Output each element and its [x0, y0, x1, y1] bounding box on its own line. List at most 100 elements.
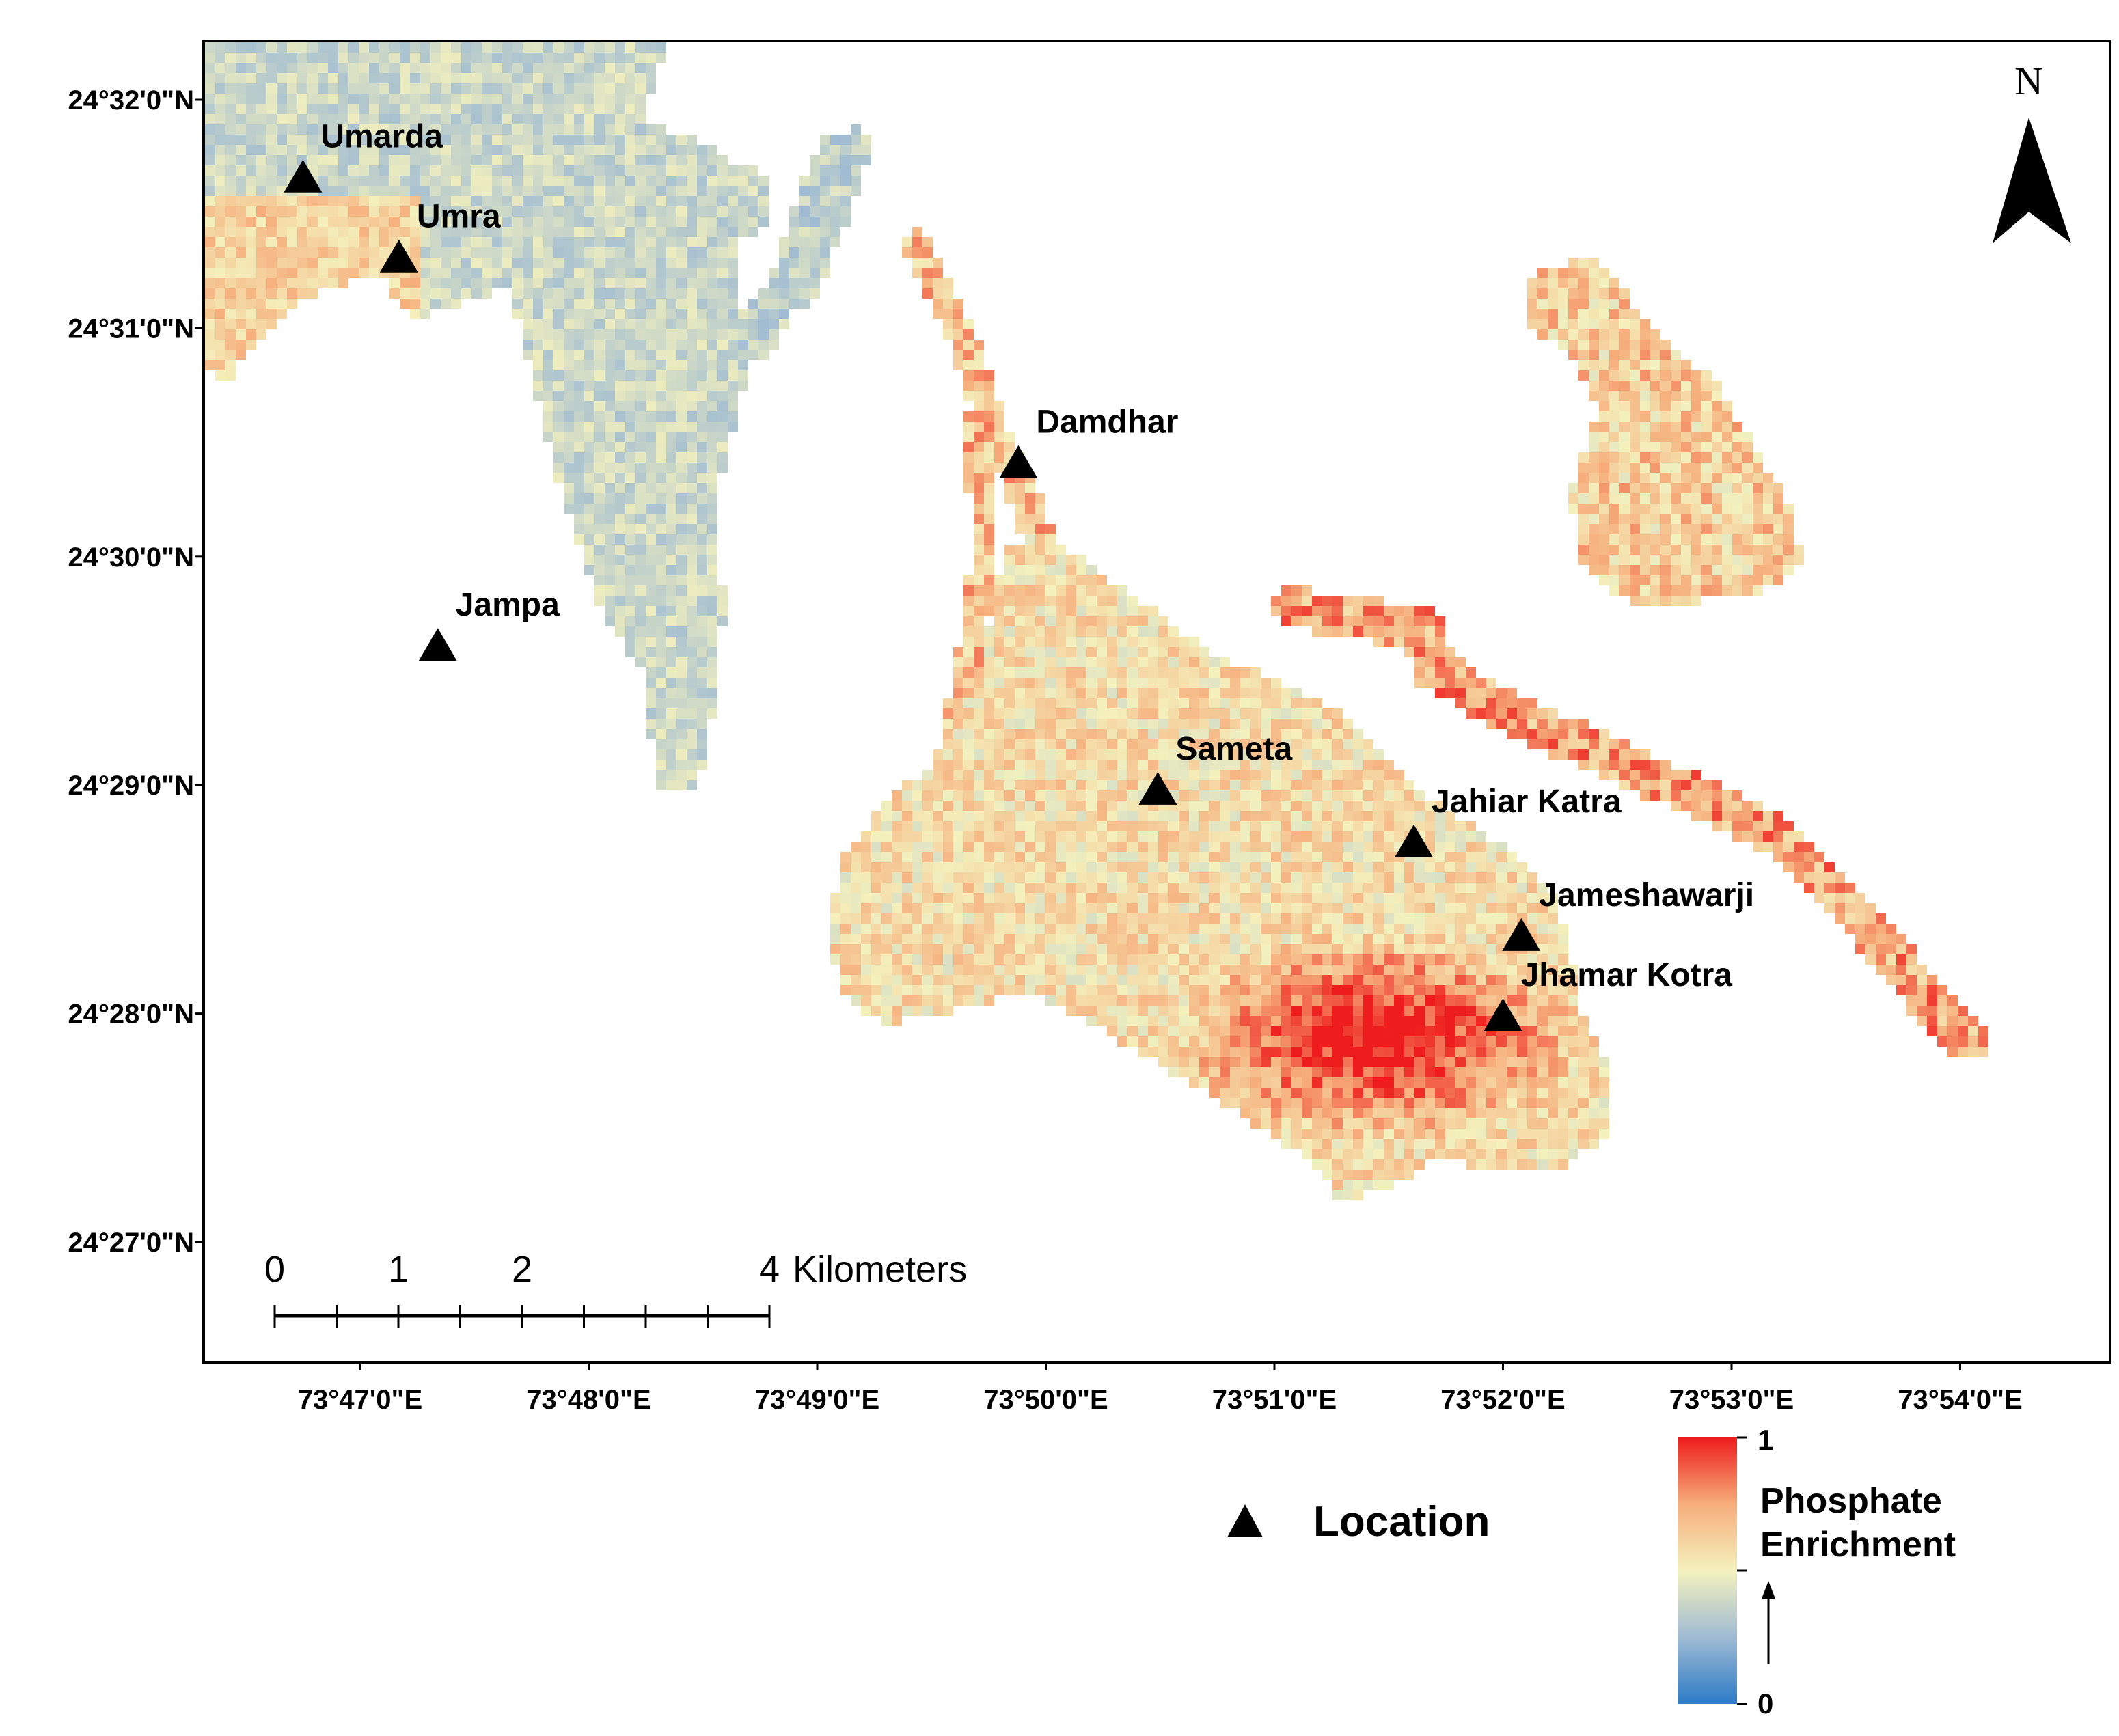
raster-cell	[533, 217, 543, 227]
raster-cell	[215, 124, 225, 135]
raster-cell	[1404, 606, 1414, 616]
raster-cell	[1640, 770, 1650, 780]
raster-cell	[461, 42, 471, 53]
raster-cell	[1045, 637, 1056, 647]
raster-cell	[1476, 944, 1486, 954]
raster-cell	[933, 258, 943, 268]
raster-cell	[676, 360, 687, 370]
raster-cell	[666, 350, 676, 360]
raster-cell	[1168, 893, 1179, 903]
raster-cell	[1712, 790, 1722, 801]
raster-cell	[441, 53, 451, 63]
raster-cell	[1056, 688, 1066, 698]
raster-cell	[512, 206, 523, 217]
raster-cell	[1004, 965, 1015, 975]
raster-cell	[1250, 975, 1261, 985]
raster-cell	[1589, 534, 1599, 545]
raster-cell	[1753, 831, 1763, 842]
raster-cell	[574, 422, 584, 432]
raster-cell	[1179, 688, 1189, 698]
raster-cell	[676, 442, 687, 452]
raster-cell	[851, 883, 861, 893]
raster-cell	[625, 237, 635, 247]
raster-cell	[1220, 821, 1230, 831]
raster-cell	[881, 842, 892, 852]
raster-cell	[236, 196, 246, 206]
raster-cell	[646, 401, 656, 411]
raster-cell	[687, 206, 697, 217]
raster-cell	[1035, 678, 1045, 688]
raster-cell	[410, 42, 420, 53]
raster-cell	[994, 719, 1004, 729]
raster-cell	[1640, 319, 1650, 329]
raster-cell	[1168, 883, 1179, 893]
raster-cell	[902, 975, 912, 985]
raster-cell	[635, 206, 646, 217]
raster-cell	[523, 73, 533, 83]
raster-cell	[1609, 411, 1619, 422]
raster-cell	[266, 53, 277, 63]
raster-cell	[1589, 442, 1599, 452]
raster-cell	[1312, 821, 1322, 831]
raster-cell	[564, 104, 574, 114]
raster-cell	[1865, 944, 1876, 954]
raster-cell	[1056, 872, 1066, 883]
raster-cell	[676, 217, 687, 227]
raster-cell	[246, 165, 256, 176]
raster-cell	[943, 698, 953, 708]
raster-cell	[1732, 442, 1742, 452]
raster-cell	[1742, 565, 1753, 575]
raster-cell	[1425, 975, 1435, 985]
raster-cell	[1004, 770, 1015, 780]
raster-cell	[389, 145, 400, 155]
raster-cell	[1250, 934, 1261, 944]
raster-cell	[1107, 606, 1117, 616]
raster-cell	[892, 872, 902, 883]
raster-cell	[1322, 831, 1332, 842]
raster-cell	[963, 422, 974, 432]
raster-cell	[430, 155, 441, 165]
raster-cell	[615, 196, 625, 206]
raster-cell	[615, 155, 625, 165]
raster-cell	[492, 165, 502, 176]
raster-cell	[1045, 965, 1056, 975]
raster-cell	[1486, 872, 1496, 883]
raster-cell	[1322, 872, 1332, 883]
raster-cell	[984, 801, 994, 811]
raster-cell	[1056, 893, 1066, 903]
raster-cell	[1691, 432, 1701, 442]
raster-cell	[799, 227, 810, 237]
raster-cell	[1681, 493, 1691, 504]
raster-cell	[328, 124, 338, 135]
raster-cell	[1004, 688, 1015, 698]
raster-cell	[1435, 688, 1445, 698]
raster-cell	[984, 585, 994, 596]
raster-cell	[676, 145, 687, 155]
raster-cell	[1363, 954, 1373, 965]
raster-cell	[1148, 842, 1158, 852]
raster-cell	[1630, 514, 1640, 524]
raster-cell	[779, 319, 789, 329]
raster-cell	[881, 954, 892, 965]
raster-cell	[1599, 278, 1609, 288]
raster-cell	[1035, 545, 1045, 555]
raster-cell	[1312, 934, 1322, 944]
raster-cell	[389, 104, 400, 114]
raster-cell	[974, 842, 984, 852]
raster-cell	[1209, 924, 1220, 934]
raster-cell	[851, 852, 861, 862]
raster-cell	[297, 258, 307, 268]
raster-cell	[1025, 504, 1035, 514]
raster-cell	[676, 309, 687, 319]
raster-cell	[543, 278, 553, 288]
raster-cell	[1209, 842, 1220, 852]
raster-cell	[1671, 555, 1681, 565]
raster-cell	[369, 227, 379, 237]
raster-cell	[1589, 299, 1599, 309]
raster-cell	[1599, 329, 1609, 340]
raster-cell	[892, 965, 902, 975]
raster-cell	[1127, 739, 1138, 749]
raster-cell	[389, 288, 400, 299]
raster-cell	[564, 401, 574, 411]
raster-cell	[717, 206, 728, 217]
